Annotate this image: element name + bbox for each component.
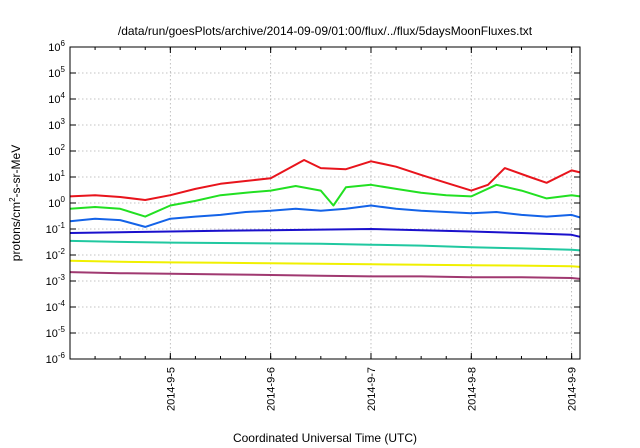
x-tick-label: 2014-9-6 bbox=[266, 367, 278, 411]
y-tick-base: 10 bbox=[46, 328, 58, 340]
y-axis-label-sup: 2 bbox=[8, 197, 17, 202]
chart-title: /data/run/goesPlots/archive/2014-09-09/0… bbox=[118, 24, 533, 38]
y-axis: 10610510410310210110010-110-210-310-410-… bbox=[46, 39, 580, 366]
y-tick-exponent: 6 bbox=[61, 39, 66, 48]
y-tick-label: 10-3 bbox=[46, 273, 66, 288]
y-tick-exponent: 0 bbox=[61, 195, 66, 204]
y-tick-label: 101 bbox=[48, 169, 65, 184]
y-tick-base: 10 bbox=[46, 276, 58, 288]
series-line-7 bbox=[69, 271, 581, 280]
series-group bbox=[69, 159, 581, 280]
y-tick-exponent: -1 bbox=[58, 221, 66, 230]
y-tick-base: 10 bbox=[48, 146, 60, 158]
y-tick-label: 106 bbox=[48, 39, 65, 54]
grid bbox=[70, 47, 580, 359]
y-tick-base: 10 bbox=[46, 354, 58, 366]
y-tick-exponent: 2 bbox=[61, 143, 66, 152]
series-line-6 bbox=[69, 259, 581, 268]
y-tick-exponent: 5 bbox=[61, 65, 66, 74]
y-tick-base: 10 bbox=[48, 172, 60, 184]
series-line-3 bbox=[69, 204, 581, 228]
x-tick-label: 2014-9-8 bbox=[466, 367, 478, 411]
y-tick-exponent: 4 bbox=[61, 91, 66, 100]
y-tick-exponent: -3 bbox=[58, 273, 66, 282]
y-tick-label: 105 bbox=[48, 65, 65, 80]
y-tick-exponent: 1 bbox=[61, 169, 66, 178]
x-tick-label: 2014-9-9 bbox=[567, 367, 579, 411]
y-tick-label: 104 bbox=[48, 91, 65, 106]
y-tick-base: 10 bbox=[48, 42, 60, 54]
y-tick-base: 10 bbox=[48, 94, 60, 106]
y-axis-label-suffix: -s-sr-MeV bbox=[9, 145, 23, 198]
series-line-1 bbox=[69, 159, 581, 201]
y-axis-label: protons/cm2-s-sr-MeV bbox=[8, 145, 23, 261]
y-tick-base: 10 bbox=[48, 68, 60, 80]
y-tick-base: 10 bbox=[46, 302, 58, 314]
x-axis: 2014-9-5 2014-9-6 2014-9-7 2014-9-8 2014-9-9 bbox=[94, 47, 579, 411]
y-tick-base: 10 bbox=[48, 120, 60, 132]
y-tick-exponent: -6 bbox=[58, 351, 66, 360]
y-tick-label: 103 bbox=[48, 117, 65, 132]
y-tick-label: 10-5 bbox=[46, 325, 66, 340]
x-tick-label: 2014-9-5 bbox=[165, 367, 177, 411]
y-tick-base: 10 bbox=[46, 250, 58, 262]
y-tick-label: 100 bbox=[48, 195, 65, 210]
y-tick-exponent: -5 bbox=[58, 325, 66, 334]
y-tick-label: 10-6 bbox=[46, 351, 66, 366]
y-axis-label-prefix: protons/cm bbox=[9, 202, 23, 261]
y-tick-exponent: -4 bbox=[58, 299, 66, 308]
y-tick-label: 10-1 bbox=[46, 221, 66, 236]
y-tick-exponent: 3 bbox=[61, 117, 66, 126]
y-tick-label: 10-4 bbox=[46, 299, 66, 314]
y-tick-base: 10 bbox=[48, 198, 60, 210]
x-tick-label: 2014-9-7 bbox=[366, 367, 378, 411]
y-tick-label: 10-2 bbox=[46, 247, 66, 262]
y-tick-label: 102 bbox=[48, 143, 65, 158]
series-line-5 bbox=[69, 239, 581, 252]
y-tick-base: 10 bbox=[46, 224, 58, 236]
series-line-2 bbox=[69, 183, 581, 218]
series-line-4 bbox=[69, 228, 581, 238]
x-axis-label: Coordinated Universal Time (UTC) bbox=[233, 431, 417, 445]
y-tick-exponent: -2 bbox=[58, 247, 66, 256]
